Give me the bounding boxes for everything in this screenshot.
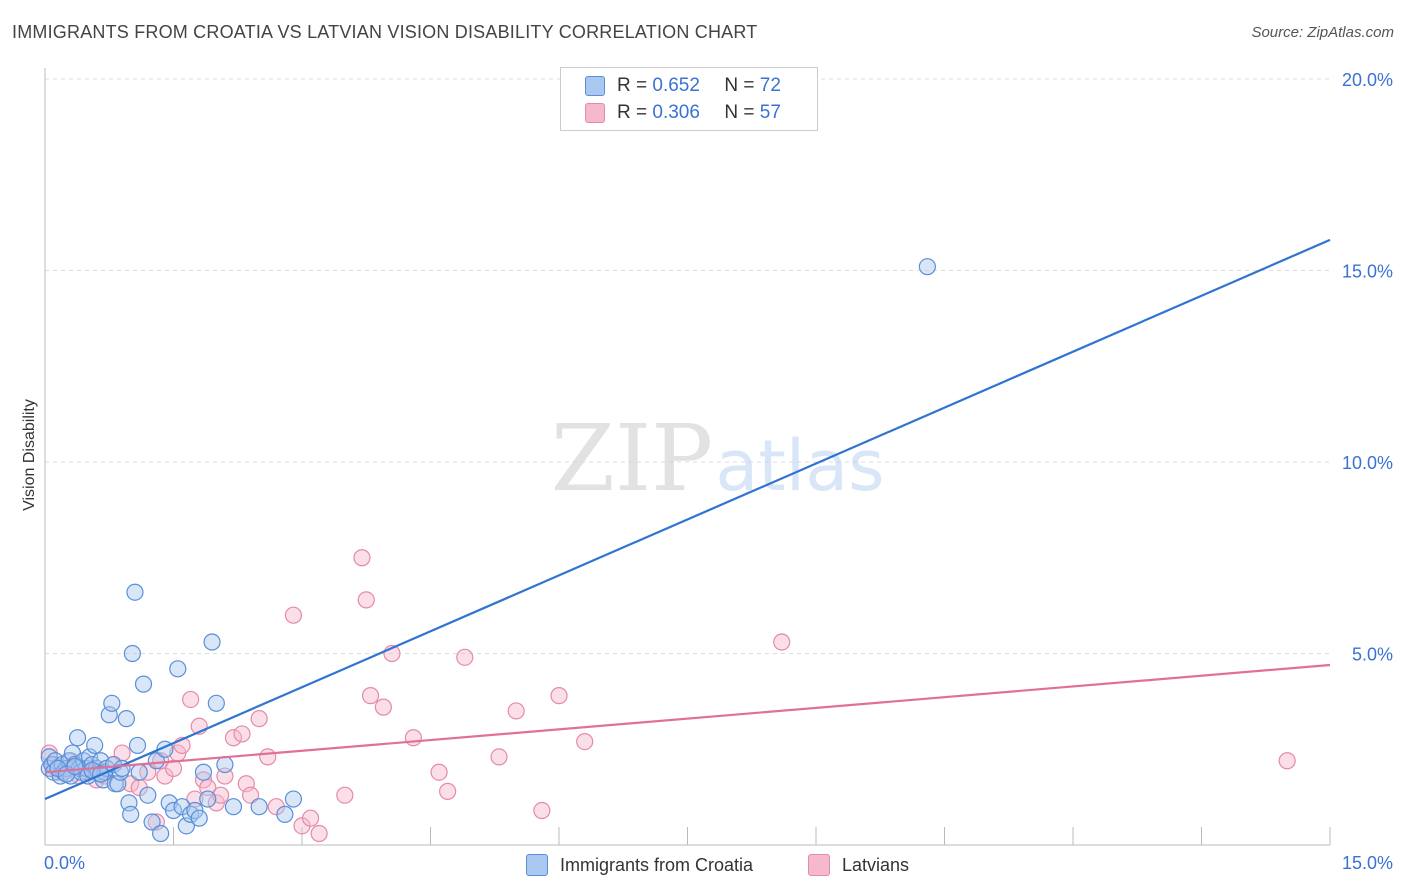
data-point — [357, 591, 375, 609]
data-point — [126, 583, 144, 601]
data-point — [212, 786, 230, 804]
r-value: 0.652 — [652, 75, 700, 96]
croatia-swatch — [585, 76, 605, 96]
data-point — [103, 694, 121, 712]
data-point — [430, 763, 448, 781]
data-point — [86, 736, 104, 755]
data-point — [117, 710, 135, 728]
legend-item-croatia[interactable]: Immigrants from Croatia — [526, 854, 753, 876]
data-point — [301, 809, 320, 827]
r-label: R = — [617, 75, 648, 96]
data-point — [533, 801, 551, 820]
legend-item-latvian[interactable]: Latvians — [808, 854, 909, 876]
n-label: N = — [724, 75, 755, 96]
data-point — [490, 748, 508, 766]
x-tick-label: 0.0% — [44, 853, 85, 873]
watermark-zip: ZIP — [551, 405, 713, 512]
correlation-legend: R = 0.652 N = 72 R = 0.306 N = 57 — [560, 67, 818, 131]
data-point — [128, 736, 147, 755]
data-point — [404, 729, 422, 747]
data-point — [203, 633, 221, 651]
latvian-swatch — [585, 103, 605, 123]
axes — [44, 68, 1331, 846]
data-point — [456, 648, 474, 666]
r-value: 0.306 — [652, 102, 700, 123]
legend-label-latvian: Latvians — [842, 854, 910, 875]
data-point — [284, 790, 303, 808]
data-point — [143, 813, 161, 831]
data-point — [130, 763, 148, 781]
data-point — [216, 755, 234, 774]
data-point — [507, 702, 525, 720]
data-point — [123, 644, 141, 663]
data-point — [199, 790, 217, 808]
data-point — [276, 805, 294, 823]
data-point — [361, 687, 380, 705]
y-tick-label: 15.0% — [1342, 262, 1393, 282]
data-point — [576, 732, 594, 751]
latvian-legend-swatch — [808, 854, 830, 876]
r-label: R = — [617, 102, 648, 123]
data-point — [918, 258, 936, 276]
source-label: Source: ZipAtlas.com — [1251, 24, 1394, 41]
data-point — [353, 549, 371, 567]
croatia-points — [40, 258, 936, 843]
data-point — [190, 809, 208, 827]
series-legend: Immigrants from Croatia Latvians — [0, 850, 1406, 878]
n-value: 57 — [759, 102, 781, 123]
data-point — [336, 786, 354, 804]
legend-row-croatia: R = 0.652 N = 72 — [585, 73, 781, 99]
data-point — [224, 729, 243, 747]
tick-labels: 5.0% 10.0% 15.0% 20.0% 0.0% 15.0% — [44, 70, 1393, 873]
data-point — [550, 687, 568, 705]
grid-lines — [45, 78, 1330, 654]
data-point — [233, 725, 251, 743]
data-point — [134, 675, 153, 693]
data-point — [194, 763, 213, 781]
latvian-points — [40, 549, 1296, 843]
data-point — [169, 660, 187, 678]
y-tick-label: 5.0% — [1352, 645, 1393, 665]
data-point — [374, 698, 392, 716]
data-point — [250, 710, 268, 728]
x-tick-label: 15.0% — [1342, 853, 1393, 873]
watermark-atlas: atlas — [715, 425, 884, 507]
n-label: N = — [724, 102, 755, 123]
data-point — [284, 606, 303, 624]
data-point — [207, 694, 225, 712]
croatia-trendline — [44, 238, 1331, 801]
data-point — [439, 782, 457, 800]
data-point — [147, 752, 165, 770]
data-point — [250, 798, 268, 816]
data-point — [182, 690, 200, 709]
y-tick-label: 10.0% — [1342, 453, 1393, 473]
data-point — [66, 757, 84, 776]
data-point — [152, 824, 170, 843]
data-point — [773, 633, 791, 651]
trendlines — [44, 238, 1331, 801]
data-point — [310, 824, 328, 843]
data-point — [113, 744, 131, 762]
data-point — [224, 798, 243, 816]
data-point — [68, 729, 87, 747]
data-point — [122, 805, 140, 823]
data-point — [1278, 752, 1296, 770]
croatia-legend-swatch — [526, 854, 548, 876]
latvian-trendline — [44, 663, 1331, 774]
watermark: ZIP atlas — [551, 405, 885, 512]
y-tick-label: 20.0% — [1342, 70, 1393, 90]
n-value: 72 — [759, 75, 781, 96]
data-point — [139, 786, 157, 804]
chart-title: IMMIGRANTS FROM CROATIA VS LATVIAN VISIO… — [12, 22, 758, 42]
legend-label-croatia: Immigrants from Croatia — [560, 854, 754, 875]
data-point — [164, 801, 183, 820]
legend-row-latvian: R = 0.306 N = 57 — [585, 100, 781, 126]
data-point — [259, 748, 277, 766]
data-point — [242, 786, 260, 804]
